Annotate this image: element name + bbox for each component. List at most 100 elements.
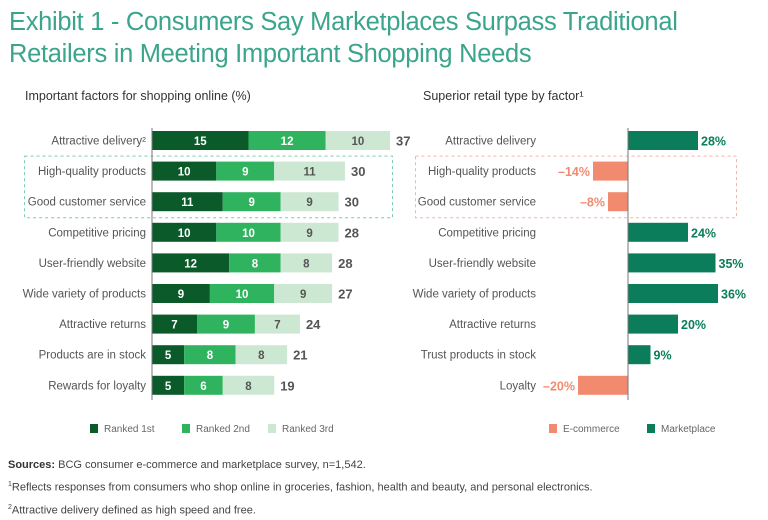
legend-swatch-marketplace <box>647 424 655 433</box>
bar-segment-2 <box>216 222 281 242</box>
left-chart-title: Important factors for shopping online (%… <box>25 89 251 103</box>
segment-label: 12 <box>184 258 197 270</box>
segment-label: 8 <box>252 258 259 270</box>
total-label: 30 <box>345 195 359 210</box>
bar-segment-3 <box>280 192 339 212</box>
footnote-1-marker: 1 <box>8 481 12 488</box>
segment-label: 11 <box>181 197 194 209</box>
category-label: High-quality products <box>38 166 146 178</box>
footnote-2-marker: 2 <box>8 503 12 511</box>
chart-title: Exhibit 1 - Consumers Say Marketplaces S… <box>9 8 678 68</box>
category-label: Good customer service <box>28 197 146 209</box>
legend-swatch-ranked-2 <box>182 424 190 433</box>
segment-label: 10 <box>242 228 255 240</box>
marketplace-bar <box>628 253 716 273</box>
ecommerce-bar <box>593 161 628 181</box>
bar-segment-3 <box>254 314 300 334</box>
charts-canvas: Attractive delivery² 15 12 10 37 High-quality… <box>23 128 746 435</box>
legend-swatch-ranked-1 <box>90 424 98 433</box>
total-label: 30 <box>351 164 365 179</box>
total-label: 28 <box>345 225 359 240</box>
notes: Sources: BCG consumer e-commerce and mar… <box>8 455 593 520</box>
bar-segment-2 <box>216 161 275 181</box>
category-label: Rewards for loyalty <box>48 380 146 392</box>
category-label: High-quality products <box>428 166 536 178</box>
segment-label: 6 <box>200 381 206 393</box>
footnote-2: 2Attractive delivery defined as high spe… <box>8 498 593 520</box>
segment-label: 9 <box>223 320 229 332</box>
bar-segment-1 <box>152 314 198 334</box>
category-label: Attractive returns <box>59 319 146 331</box>
bar-segment-3 <box>235 345 288 365</box>
segment-label: 9 <box>248 197 254 209</box>
bar-segment-2 <box>184 375 223 395</box>
legend-label-ecommerce: E-commerce <box>563 424 620 435</box>
total-label: 37 <box>396 134 410 149</box>
segment-label: 8 <box>303 258 310 270</box>
bar-segment-1 <box>152 253 230 273</box>
legend-label: Ranked 2nd <box>196 424 250 435</box>
total-label: 21 <box>293 348 307 363</box>
highlight-box-left <box>24 155 393 219</box>
segment-label: 12 <box>281 136 294 148</box>
bar-segment-2 <box>184 345 236 365</box>
segment-label: 10 <box>351 136 364 148</box>
sources-label: Sources: <box>8 459 56 471</box>
value-label: 9% <box>654 349 672 363</box>
segment-label: 9 <box>300 289 306 301</box>
segment-label: 7 <box>171 320 177 332</box>
bar-segment-1 <box>152 345 185 365</box>
total-label: 28 <box>338 256 352 271</box>
segment-label: 5 <box>165 381 172 393</box>
footnote-1: 1Reflects responses from consumers who s… <box>8 475 593 498</box>
category-label: Competitive pricing <box>438 227 536 239</box>
segment-label: 9 <box>178 289 184 301</box>
bar-segment-1 <box>152 222 217 242</box>
footnote-1-text: Reflects responses from consumers who sh… <box>11 481 593 494</box>
ecommerce-bar <box>578 375 628 395</box>
legend-label-marketplace: Marketplace <box>661 424 716 435</box>
bar-segment-3 <box>325 131 390 150</box>
value-label: –8% <box>580 196 605 210</box>
segment-label: 9 <box>306 228 312 240</box>
total-label: 19 <box>280 378 294 393</box>
value-label: 35% <box>719 257 744 271</box>
bar-segment-1 <box>152 192 223 212</box>
sources-text: BCG consumer e-commerce and marketplace … <box>55 459 366 471</box>
value-label: 36% <box>721 288 746 302</box>
category-label: Products are in stock <box>39 350 147 362</box>
marketplace-bar <box>628 345 651 365</box>
segment-label: 10 <box>236 289 249 301</box>
segment-label: 8 <box>258 350 265 362</box>
bar-segment-2 <box>222 192 281 212</box>
category-label: Loyalty <box>500 380 537 392</box>
bar-segment-2 <box>229 253 281 273</box>
total-label: 24 <box>306 317 321 332</box>
bar-segment-1 <box>152 375 185 395</box>
bar-segment-1 <box>152 161 217 181</box>
total-label: 27 <box>338 287 352 302</box>
category-label: Good customer service <box>418 197 536 209</box>
right-chart-title: Superior retail type by factor¹ <box>423 89 584 103</box>
category-label: Attractive delivery <box>445 136 536 148</box>
segment-label: 11 <box>304 167 317 179</box>
highlight-box-right <box>415 155 737 219</box>
marketplace-bar <box>628 131 698 150</box>
segment-label: 8 <box>245 381 252 393</box>
segment-label: 15 <box>194 136 207 148</box>
value-label: 20% <box>681 318 706 332</box>
segment-label: 9 <box>242 167 248 179</box>
bar-segment-2 <box>197 314 255 334</box>
bar-segment-3 <box>274 161 345 181</box>
legend-swatch-ecommerce <box>549 424 557 433</box>
segment-label: 10 <box>178 167 191 179</box>
category-label: Wide variety of products <box>23 289 147 301</box>
value-label: 24% <box>691 226 716 240</box>
category-label: Attractive delivery² <box>51 136 146 148</box>
bar-segment-3 <box>280 222 339 242</box>
legend-label: Ranked 3rd <box>282 424 334 435</box>
value-label: –14% <box>558 165 590 179</box>
sources-note: Sources: BCG consumer e-commerce and mar… <box>8 455 593 475</box>
segment-label: 7 <box>274 320 280 332</box>
legend-label: Ranked 1st <box>104 424 155 435</box>
